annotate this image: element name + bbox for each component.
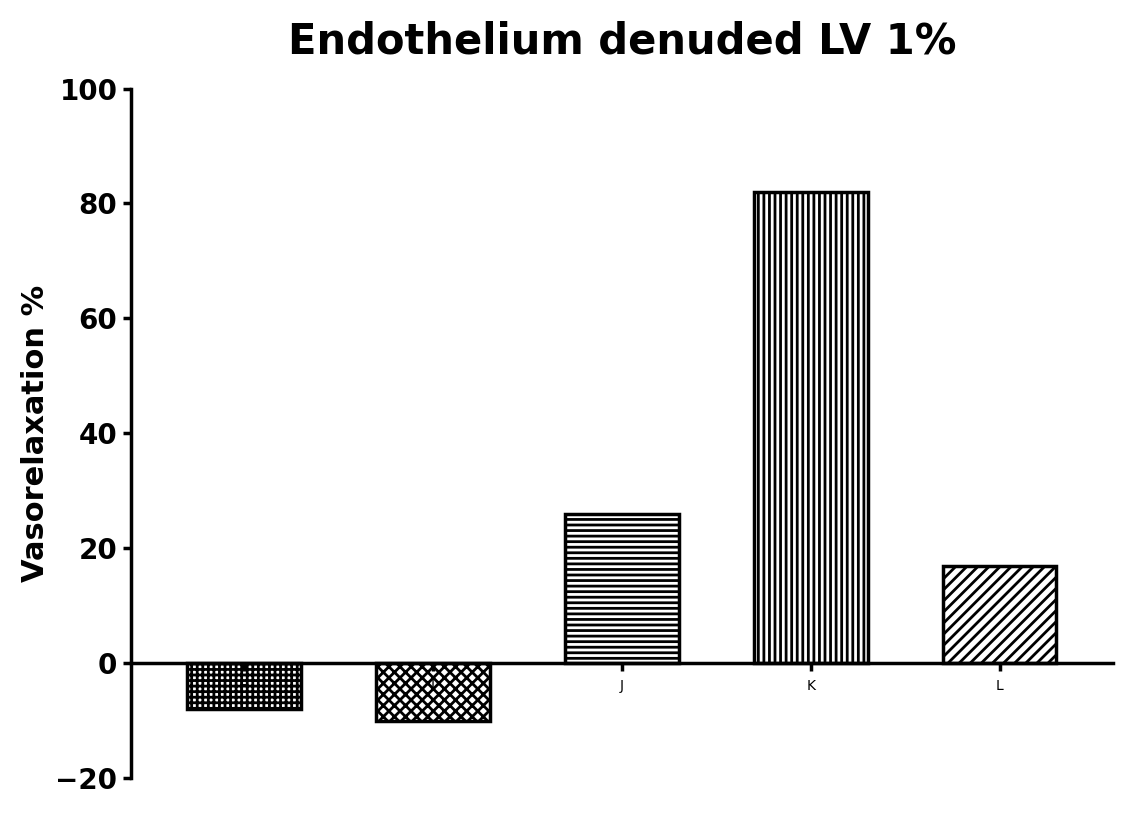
Bar (187, 663, 301, 709)
Bar (754, 192, 868, 663)
Title: Endothelium denuded LV 1%: Endothelium denuded LV 1% (288, 21, 956, 63)
Bar (376, 663, 490, 721)
Bar (565, 514, 678, 663)
Bar (943, 565, 1057, 663)
Y-axis label: Vasorelaxation %: Vasorelaxation % (20, 285, 50, 582)
